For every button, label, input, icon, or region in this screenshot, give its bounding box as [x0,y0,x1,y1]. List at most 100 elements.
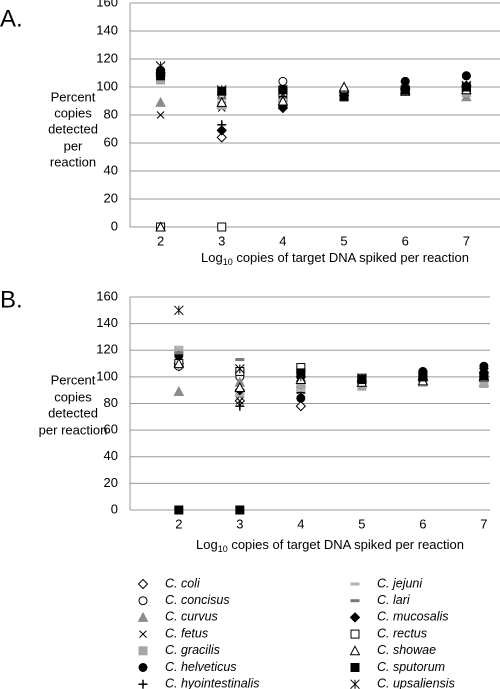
marker [139,630,147,638]
marker-shape [216,125,227,136]
y-tick-label: 140 [96,22,118,37]
panel-label: B. [0,286,23,313]
marker-shape [173,385,185,397]
marker-shape [217,222,227,232]
marker [350,599,360,603]
y-axis-label: detected [48,121,98,136]
legend-item: C. jejuni [350,576,423,590]
x-tick-label: 5 [340,233,347,248]
marker [296,388,306,392]
marker-shape [174,351,184,355]
marker [295,400,307,412]
marker-shape [156,111,165,119]
y-tick-label: 120 [96,342,118,357]
marker [479,368,489,378]
marker-shape [235,358,245,362]
legend-label: C. lari [377,593,411,607]
legend-item: C. hyointestinalis [138,676,260,689]
marker-shape [349,645,361,656]
legend-item: C. fetus [139,626,208,640]
marker-shape [156,71,166,81]
marker-shape [155,96,166,107]
legend-item: C. upsaliensis [350,676,455,689]
marker [174,505,184,515]
marker-shape [155,221,166,232]
y-tick-label: 40 [104,448,118,463]
marker-shape [277,102,289,114]
legend-item: C. sputorum [350,660,445,674]
marker-shape [295,400,307,412]
x-tick-label: 3 [236,516,243,531]
y-axis-label: copies [54,105,92,120]
legend-label: C. fetus [165,626,208,640]
marker-shape [137,611,149,622]
marker [138,679,148,689]
legend-label: C. hyointestinalis [165,676,260,689]
y-axis-label: Percent [51,372,96,387]
marker [216,96,228,107]
marker-shape [234,381,246,393]
x-axis-label-part: Log [196,537,218,552]
y-axis-label: copies [54,389,92,404]
legend-item: C. curvus [137,610,218,624]
marker-shape [296,388,306,392]
marker [278,89,288,99]
marker [173,385,185,397]
legend-item: C. coli [137,576,201,590]
marker [350,582,360,586]
marker [174,346,184,350]
legend-label: C. showae [377,643,436,657]
marker [138,646,148,656]
marker [235,358,245,362]
legend-label: C. helveticus [165,660,237,674]
y-tick-label: 140 [96,315,118,330]
marker-shape [350,663,360,672]
legend-item: C. helveticus [138,660,237,674]
y-tick-label: 120 [96,50,118,65]
legend-label: C. gracilis [165,643,220,657]
legend-label: C. coli [165,576,201,590]
marker [216,125,227,136]
marker [235,401,245,411]
x-axis-label: Log10 copies of target DNA spiked per re… [201,250,469,267]
marker-shape [173,357,185,369]
marker [350,629,360,639]
x-axis-label: Log10 copies of target DNA spiked per re… [196,537,464,554]
x-tick-label: 6 [419,516,426,531]
y-axis-label: Percent [51,89,96,104]
marker-shape [349,612,361,623]
x-axis-label-sub: 10 [223,257,233,267]
marker [235,505,245,515]
marker [349,645,361,656]
y-tick-label: 20 [104,190,118,205]
x-tick-label: 5 [358,516,365,531]
x-tick-label: 4 [279,233,286,248]
marker [173,305,184,316]
y-tick-label: 20 [104,475,118,490]
marker [173,357,185,369]
marker [461,80,472,91]
y-axis-label: per [64,138,83,153]
marker-shape [350,629,360,639]
x-tick-label: 7 [480,516,487,531]
legend-item: C. gracilis [138,643,220,657]
marker [156,71,166,81]
marker [400,86,411,97]
marker [295,372,306,382]
marker [277,102,289,114]
marker [138,663,148,672]
y-tick-label: 0 [111,501,118,516]
y-tick-label: 40 [104,162,118,177]
y-tick-label: 100 [96,78,118,93]
marker [174,351,184,355]
y-tick-label: 0 [111,218,118,233]
marker [339,90,349,101]
marker-shape [174,505,184,515]
legend-label: C. rectus [377,626,427,640]
legend-item: C. mucosalis [349,610,449,624]
y-tick-label: 60 [104,422,118,437]
marker-shape [350,582,360,586]
legend-item: C. showae [349,643,436,657]
legend-label: C. upsaliensis [377,676,455,689]
